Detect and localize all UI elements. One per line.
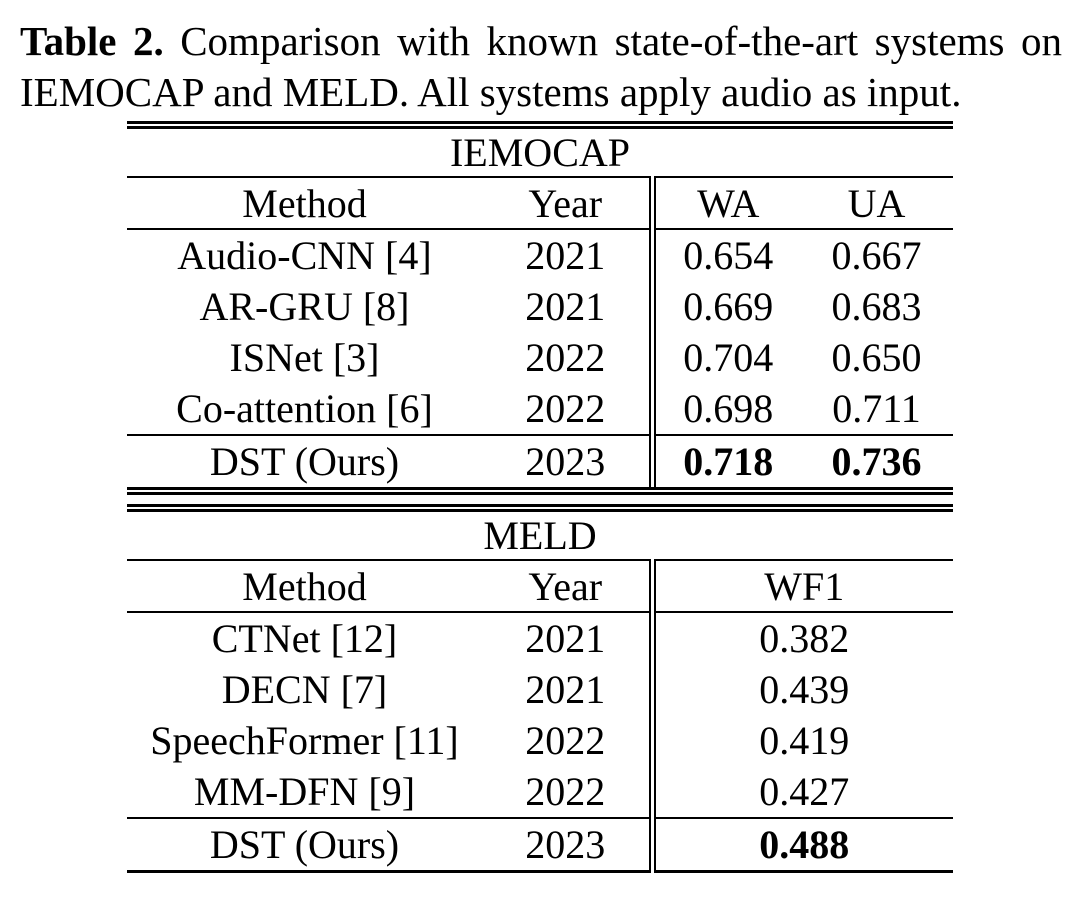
- iemocap-header-row: Method Year WA UA: [127, 177, 953, 230]
- wa-cell: 0.698: [648, 383, 801, 435]
- wa-cell: 0.704: [648, 332, 801, 383]
- header-method: Method: [127, 560, 482, 613]
- year-cell: 2022: [525, 718, 606, 763]
- year-cell: 2021: [525, 667, 606, 712]
- year-cell: 2022: [525, 769, 606, 814]
- row-ar-gru: AR-GRU [8] 2021 0.669 0.683: [127, 281, 952, 332]
- method-cell: Co-attention [6]: [176, 386, 433, 431]
- row-isnet: ISNet [3] 2022 0.704 0.650: [127, 332, 952, 383]
- meld-table: MELD Method Year WF1 CTNet [12] 2021 0.3…: [127, 504, 953, 873]
- wf1-cell: 0.419: [648, 715, 953, 766]
- method-cell: ISNet [3]: [229, 335, 380, 380]
- caption-line-1: Table 2. Comparison with known state-of-…: [20, 16, 1062, 67]
- year-cell: 2021: [525, 284, 606, 329]
- wa-cell: 0.718: [648, 434, 801, 491]
- wf1-cell: 0.427: [648, 766, 953, 818]
- ua-cell: 0.667: [831, 233, 922, 278]
- wf1-cell: 0.382: [648, 612, 953, 664]
- header-year: Year: [481, 560, 653, 613]
- header-wf1: WF1: [648, 560, 953, 613]
- iemocap-title-row: IEMOCAP: [127, 125, 953, 178]
- wa-cell: 0.654: [648, 229, 801, 281]
- row-audio-cnn: Audio-CNN [4] 2021 0.654 0.667: [127, 229, 952, 281]
- meld-title: MELD: [127, 508, 953, 561]
- method-cell: SpeechFormer [11]: [150, 718, 459, 763]
- ua-cell: 0.711: [832, 386, 921, 431]
- header-year: Year: [481, 177, 653, 230]
- year-cell: 2021: [525, 616, 606, 661]
- method-cell: DST (Ours): [127, 434, 482, 491]
- year-cell: 2022: [525, 335, 606, 380]
- header-method: Method: [127, 177, 482, 230]
- ua-cell: 0.683: [831, 284, 922, 329]
- wf1-cell: 0.439: [648, 664, 953, 715]
- method-cell: CTNet [12]: [211, 616, 398, 661]
- year-cell: 2022: [525, 386, 606, 431]
- row-dst-ours: DST (Ours) 2023 0.718 0.736: [127, 434, 953, 491]
- method-cell: Audio-CNN [4]: [177, 233, 432, 278]
- header-ua: UA: [800, 177, 953, 230]
- row-ctnet: CTNet [12] 2021 0.382: [127, 612, 953, 664]
- table-caption: Table 2. Comparison with known state-of-…: [0, 0, 1080, 118]
- method-cell: DST (Ours): [127, 817, 482, 872]
- ua-cell: 0.736: [800, 434, 953, 491]
- caption-line-1-text: Comparison with known state-of-the-art s…: [163, 18, 1062, 64]
- row-speechformer: SpeechFormer [11] 2022 0.419: [127, 715, 953, 766]
- caption-table-number: Table 2.: [20, 18, 164, 64]
- wf1-cell: 0.488: [648, 817, 953, 872]
- row-co-attention: Co-attention [6] 2022 0.698 0.711: [127, 383, 952, 435]
- method-cell: DECN [7]: [221, 667, 388, 712]
- ua-cell: 0.650: [831, 335, 922, 380]
- wa-cell: 0.669: [648, 281, 801, 332]
- meld-title-row: MELD: [127, 508, 953, 561]
- row-dst-ours: DST (Ours) 2023 0.488: [127, 817, 953, 872]
- year-cell: 2021: [525, 233, 606, 278]
- year-cell: 2023: [481, 434, 653, 491]
- iemocap-table: IEMOCAP Method Year WA UA Audio-CNN [4] …: [127, 121, 953, 495]
- header-wa: WA: [648, 177, 801, 230]
- row-decn: DECN [7] 2021 0.439: [127, 664, 953, 715]
- iemocap-title: IEMOCAP: [127, 125, 953, 178]
- caption-line-2: IEMOCAP and MELD. All systems apply audi…: [20, 69, 962, 115]
- year-cell: 2023: [481, 817, 653, 872]
- method-cell: MM-DFN [9]: [193, 769, 416, 814]
- method-cell: AR-GRU [8]: [199, 284, 410, 329]
- meld-header-row: Method Year WF1: [127, 560, 953, 613]
- row-mm-dfn: MM-DFN [9] 2022 0.427: [127, 766, 953, 818]
